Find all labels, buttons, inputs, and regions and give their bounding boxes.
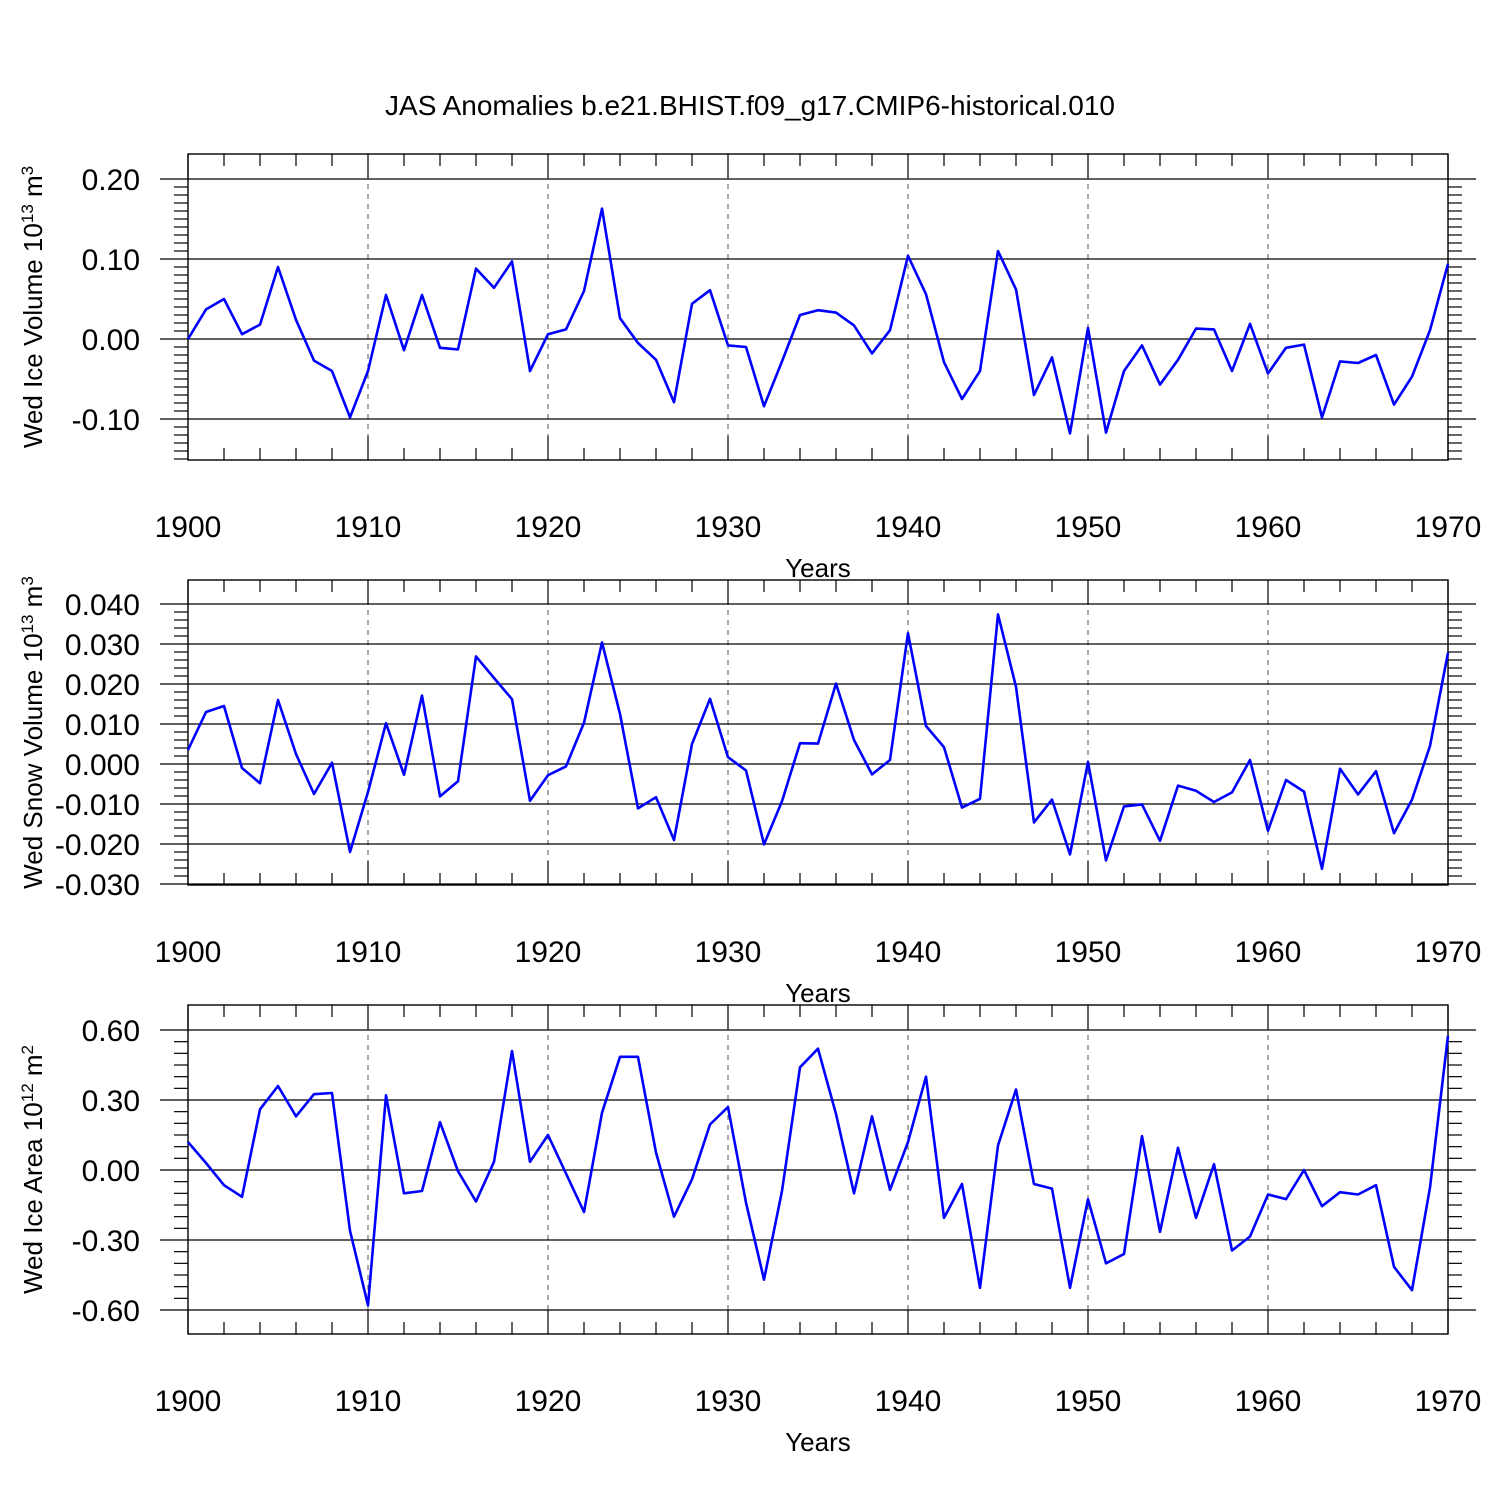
x-tick-label: 1910	[335, 1385, 402, 1418]
x-tick-label: 1900	[155, 1385, 222, 1418]
y-tick-label: 0.000	[65, 749, 140, 782]
x-tick-label: 1920	[515, 1385, 582, 1418]
x-tick-label: 1960	[1235, 936, 1302, 969]
x-tick-label: 1950	[1055, 511, 1122, 544]
x-tick-label: 1970	[1415, 936, 1482, 969]
x-tick-label: 1950	[1055, 936, 1122, 969]
x-tick-label: 1940	[875, 1385, 942, 1418]
x-tick-label: 1900	[155, 936, 222, 969]
y-tick-label: -0.60	[72, 1295, 140, 1328]
x-tick-label: 1960	[1235, 511, 1302, 544]
x-axis-title: Years	[785, 1427, 851, 1457]
figure-title: JAS Anomalies b.e21.BHIST.f09_g17.CMIP6-…	[385, 90, 1115, 121]
y-tick-label: 0.040	[65, 589, 140, 622]
series-line-wed-snow-volume	[186, 613, 1450, 871]
x-tick-label: 1900	[155, 511, 222, 544]
y-tick-label: 0.00	[82, 324, 140, 357]
x-tick-label: 1970	[1415, 1385, 1482, 1418]
y-tick-label: -0.10	[72, 404, 140, 437]
x-tick-label: 1940	[875, 511, 942, 544]
x-axis-title: Years	[785, 553, 851, 583]
panel-1: 1900 1910 1920 1930 1940 1950 1960 1970 Years 0.2…	[18, 153, 1482, 583]
y-tick-label: 0.20	[82, 164, 140, 197]
y-tick-label: -0.010	[55, 789, 140, 822]
x-tick-label: 1960	[1235, 1385, 1302, 1418]
y-tick-label: 0.00	[82, 1155, 140, 1188]
panel-2: 1900 1910 1920 1930 1940 1950 1960 1970 Years 0.0…	[18, 576, 1482, 1008]
x-tick-label: 1950	[1055, 1385, 1122, 1418]
y-tick-label: -0.030	[55, 869, 140, 902]
x-axis-title: Years	[785, 978, 851, 1008]
y-tick-label: -0.020	[55, 829, 140, 862]
series-line-wed-ice-area	[187, 1035, 1450, 1307]
x-tick-label: 1930	[695, 511, 762, 544]
y-tick-label: 0.020	[65, 669, 140, 702]
y-axis-title: Wed Ice Area 1012 m2	[18, 1045, 48, 1294]
y-axis-title: Wed Ice Volume 1013 m3	[18, 166, 48, 448]
y-axis-title: Wed Snow Volume 1013 m3	[18, 576, 48, 889]
x-tick-label: 1910	[335, 936, 402, 969]
x-tick-label: 1930	[695, 1385, 762, 1418]
y-tick-label: 0.010	[65, 709, 140, 742]
x-tick-label: 1940	[875, 936, 942, 969]
x-tick-label: 1930	[695, 936, 762, 969]
y-tick-label: 0.10	[82, 244, 140, 277]
x-tick-label: 1970	[1415, 511, 1482, 544]
x-tick-label: 1920	[515, 511, 582, 544]
y-tick-label: 0.60	[82, 1015, 140, 1048]
series-line-wed-ice-volume	[186, 207, 1450, 435]
y-tick-label: -0.30	[72, 1225, 140, 1258]
x-tick-label: 1910	[335, 511, 402, 544]
x-tick-label: 1920	[515, 936, 582, 969]
y-tick-label: 0.30	[82, 1085, 140, 1118]
panel-3: 1900 1910 1920 1930 1940 1950 1960 1970 Years 0.6…	[18, 1004, 1482, 1457]
y-tick-label: 0.030	[65, 629, 140, 662]
